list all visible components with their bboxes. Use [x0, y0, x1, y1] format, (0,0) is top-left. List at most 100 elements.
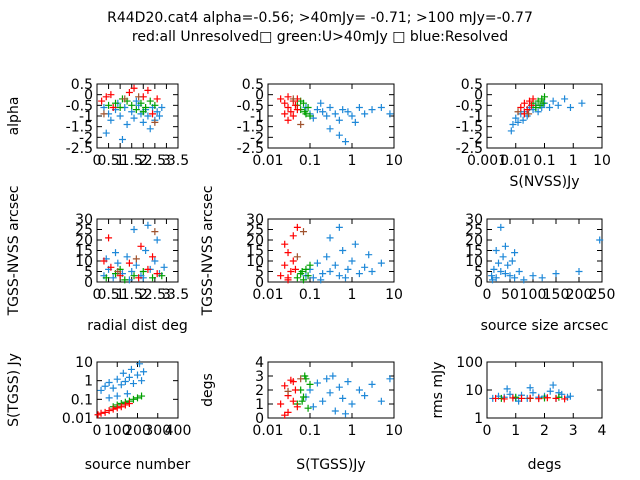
data-point-blue [123, 390, 131, 398]
y-tick-label: 0.5 [242, 77, 264, 93]
data-point-darkred [284, 387, 292, 395]
data-point-blue [344, 265, 352, 273]
x-tick-label: 0.1 [299, 287, 321, 303]
data-point-blue [155, 112, 163, 120]
data-point-blue [319, 108, 327, 116]
data-point-red [117, 403, 125, 411]
y-tick-label: 30 [75, 212, 93, 228]
x-tick-label: 1 [116, 287, 125, 303]
data-point-red [109, 103, 117, 111]
x-tick-label: 1.5 [121, 287, 143, 303]
data-point-green [299, 393, 307, 401]
data-point-blue [97, 386, 105, 394]
data-point-red [289, 232, 297, 240]
data-point-red [137, 242, 145, 250]
data-point-blue [144, 112, 152, 120]
x-tick-label: 3.5 [167, 287, 189, 303]
data-point-blue [151, 257, 159, 265]
y-tick-label: 15 [246, 244, 264, 260]
y-axis-label: TGSS-NVSS arcsec [200, 186, 216, 317]
data-point-blue [117, 381, 125, 389]
y-tick-label: -1.5 [456, 120, 483, 136]
data-point-blue [339, 247, 347, 254]
data-point-green [137, 99, 145, 107]
y-tick-label: 0 [255, 88, 264, 104]
data-point-green [298, 397, 306, 405]
y-tick-label: 20 [246, 233, 264, 249]
data-point-blue [355, 103, 363, 111]
y-tick-label: 2 [255, 383, 264, 399]
data-point-red [105, 234, 113, 242]
data-point-blue [361, 110, 369, 118]
data-point-blue [495, 259, 502, 267]
data-point-red [291, 386, 299, 394]
x-tick-label: 0.01 [500, 153, 531, 169]
data-point-blue [546, 103, 554, 111]
x-tick-label: 300 [144, 423, 171, 439]
data-point-blue [504, 261, 512, 269]
data-point-blue [113, 375, 121, 383]
data-point-red [492, 394, 500, 402]
x-tick-label: 200 [566, 287, 593, 303]
data-point-red [277, 400, 285, 408]
data-point-blue [515, 268, 523, 275]
data-point-blue [100, 103, 108, 111]
x-tick-label: 10 [385, 423, 403, 439]
data-point-blue [144, 221, 152, 229]
plot-frame [486, 218, 603, 283]
data-point-green [151, 101, 159, 109]
y-axis-label: TGSS-NVSS arcsec [6, 186, 22, 317]
data-point-darkred [135, 93, 143, 101]
data-point-red [109, 405, 117, 413]
data-point-blue [121, 378, 129, 386]
data-point-red [107, 263, 115, 271]
data-point-red [281, 240, 289, 248]
data-point-red [561, 395, 569, 403]
y-tick-label: 0.1 [71, 392, 93, 408]
data-point-blue [109, 384, 117, 392]
y-tick-label: 15 [75, 244, 93, 260]
x-tick-label: 0 [93, 287, 102, 303]
data-point-blue [561, 95, 569, 103]
y-tick-label: -2 [469, 130, 483, 146]
x-tick-label: 0.5 [97, 287, 119, 303]
data-point-red [526, 394, 534, 402]
data-point-blue [160, 263, 168, 271]
data-point-blue [138, 377, 146, 385]
data-point-blue [534, 108, 542, 116]
data-point-red [98, 97, 106, 105]
y-tick-label: 10 [75, 254, 93, 270]
data-point-blue [319, 397, 327, 405]
data-point-darkred [132, 255, 140, 263]
data-point-blue [123, 121, 131, 129]
x-tick-label: 0 [483, 287, 492, 303]
data-point-green [306, 380, 314, 388]
y-tick-label: -2.5 [66, 141, 93, 157]
data-point-red [144, 265, 152, 273]
data-point-blue [335, 223, 343, 231]
data-point-blue [329, 372, 337, 380]
data-point-red [281, 411, 289, 419]
data-point-blue [123, 253, 131, 261]
data-point-blue [140, 368, 148, 376]
data-point-blue [348, 400, 356, 408]
x-tick-label: 1 [511, 423, 520, 439]
data-point-blue [377, 103, 385, 111]
data-point-red [125, 399, 133, 407]
data-point-blue [326, 125, 334, 133]
x-tick-label: 0 [93, 423, 102, 439]
data-point-green [534, 97, 542, 105]
data-point-red [284, 276, 292, 284]
data-point-blue [377, 397, 385, 405]
data-point-blue [514, 118, 522, 126]
data-point-red [293, 223, 301, 231]
data-point-blue [488, 272, 496, 280]
data-point-blue [309, 274, 317, 282]
x-tick-label: 0 [93, 153, 102, 169]
x-tick-label: 4 [598, 423, 607, 439]
